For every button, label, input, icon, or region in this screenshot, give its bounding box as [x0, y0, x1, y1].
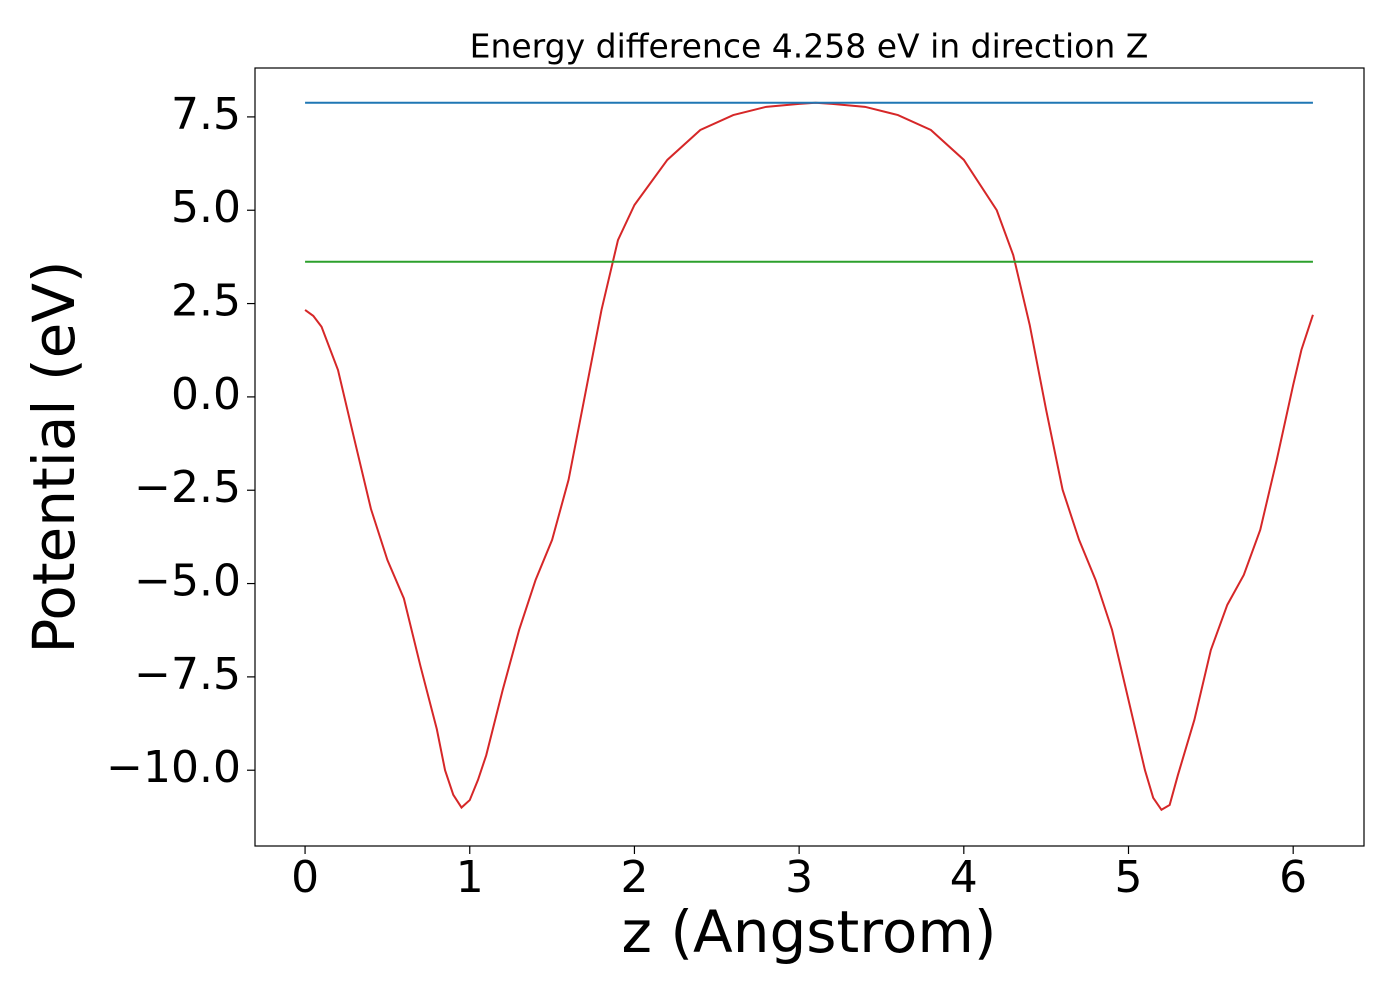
x-tick-label: 3 — [785, 852, 813, 903]
x-axis-label: z (Angstrom) — [622, 898, 997, 966]
x-tick-label: 5 — [1114, 852, 1142, 903]
x-tick-label: 0 — [291, 852, 319, 903]
y-tick-label: 5.0 — [171, 182, 241, 233]
chart-title: Energy difference 4.258 eV in direction … — [470, 27, 1149, 66]
plot-frame — [254, 67, 1365, 847]
y-tick-label: 7.5 — [171, 89, 241, 140]
y-tick-label: 2.5 — [171, 276, 241, 327]
y-tick-label: −5.0 — [134, 556, 241, 607]
x-tick-label: 6 — [1279, 852, 1307, 903]
x-tick-label: 4 — [950, 852, 978, 903]
y-tick-label: −2.5 — [134, 462, 241, 513]
y-tick-label: −10.0 — [106, 742, 241, 793]
x-tick-label: 2 — [620, 852, 648, 903]
data-line — [304, 101, 1314, 812]
y-axis-label: Potential (eV) — [20, 260, 88, 653]
y-tick-label: 0.0 — [171, 369, 241, 420]
x-tick-label: 1 — [456, 852, 484, 903]
y-tick-label: −7.5 — [134, 649, 241, 700]
